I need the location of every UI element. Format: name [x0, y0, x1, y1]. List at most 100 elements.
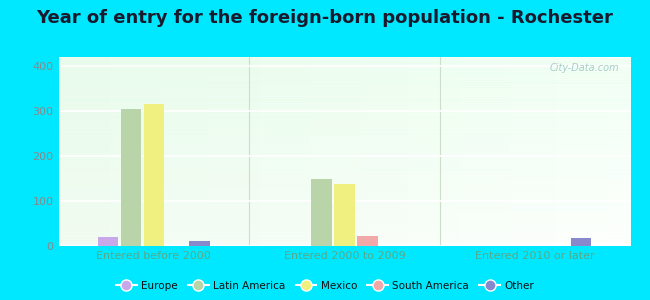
Bar — [58, 131, 630, 133]
Bar — [58, 121, 630, 123]
Bar — [58, 97, 630, 99]
Bar — [58, 202, 630, 204]
Bar — [58, 167, 630, 169]
Bar — [408, 57, 413, 246]
Bar — [482, 57, 488, 246]
Bar — [58, 61, 630, 63]
Bar — [573, 57, 579, 246]
Bar — [58, 93, 630, 95]
Bar — [58, 170, 630, 172]
Bar — [58, 216, 630, 218]
Bar — [58, 70, 630, 72]
Bar — [58, 220, 630, 221]
Bar — [121, 109, 141, 246]
Bar — [64, 57, 70, 246]
Bar — [58, 244, 630, 246]
Bar — [58, 102, 630, 104]
Bar — [58, 100, 630, 102]
Bar — [453, 57, 459, 246]
Bar — [58, 142, 630, 144]
Bar — [510, 57, 516, 246]
Bar — [58, 89, 630, 91]
Bar — [75, 57, 81, 246]
Bar — [471, 57, 476, 246]
Bar — [70, 57, 75, 246]
Bar — [116, 57, 122, 246]
Bar — [58, 174, 630, 176]
Bar — [465, 57, 471, 246]
Bar — [58, 129, 630, 131]
Bar — [58, 57, 630, 59]
Bar — [247, 57, 253, 246]
Bar — [58, 112, 630, 114]
Bar — [516, 57, 522, 246]
Bar — [58, 159, 630, 161]
Bar — [127, 57, 133, 246]
Bar — [58, 99, 630, 100]
Bar — [133, 57, 138, 246]
Bar — [99, 57, 104, 246]
Bar — [58, 125, 630, 127]
Bar — [58, 218, 630, 220]
Bar — [58, 184, 630, 185]
Bar — [58, 146, 630, 148]
Bar — [161, 57, 167, 246]
Bar — [58, 223, 630, 225]
Bar — [608, 57, 614, 246]
Bar — [173, 57, 179, 246]
Bar — [528, 57, 533, 246]
Bar — [58, 118, 630, 119]
Bar — [213, 57, 218, 246]
Bar — [58, 140, 630, 142]
Bar — [58, 178, 630, 180]
Bar — [556, 57, 562, 246]
Bar — [522, 57, 528, 246]
Bar — [488, 57, 493, 246]
Bar — [207, 57, 213, 246]
Bar — [459, 57, 465, 246]
Bar — [58, 95, 630, 97]
Bar — [58, 197, 630, 199]
Bar — [58, 133, 630, 134]
Legend: Europe, Latin America, Mexico, South America, Other: Europe, Latin America, Mexico, South Ame… — [112, 277, 538, 295]
Bar — [58, 157, 630, 159]
Bar — [58, 116, 630, 118]
Bar — [333, 57, 339, 246]
Bar — [58, 161, 630, 163]
Bar — [476, 57, 482, 246]
Bar — [533, 57, 539, 246]
Bar — [58, 165, 630, 167]
Bar — [304, 57, 310, 246]
Bar — [58, 199, 630, 201]
Bar — [144, 57, 150, 246]
Bar — [58, 64, 630, 66]
Bar — [58, 176, 630, 178]
Bar — [58, 193, 630, 195]
Bar — [316, 57, 322, 246]
Bar — [58, 231, 630, 233]
Bar — [150, 57, 156, 246]
Bar — [322, 57, 328, 246]
Bar — [156, 57, 161, 246]
Bar — [447, 57, 453, 246]
Bar — [619, 57, 625, 246]
Bar — [602, 57, 608, 246]
Bar — [58, 195, 630, 197]
Bar — [58, 221, 630, 223]
Bar — [396, 57, 402, 246]
Bar — [585, 57, 590, 246]
Bar — [58, 212, 630, 214]
Bar — [58, 163, 630, 165]
Bar — [58, 82, 630, 83]
Bar — [87, 57, 93, 246]
Bar — [58, 169, 630, 170]
Bar — [58, 127, 630, 129]
Bar — [58, 63, 630, 64]
Bar — [287, 57, 293, 246]
Bar — [58, 191, 630, 193]
Bar — [58, 150, 630, 152]
Bar — [430, 57, 436, 246]
Bar — [579, 57, 585, 246]
Bar — [334, 184, 355, 246]
Bar — [499, 57, 504, 246]
